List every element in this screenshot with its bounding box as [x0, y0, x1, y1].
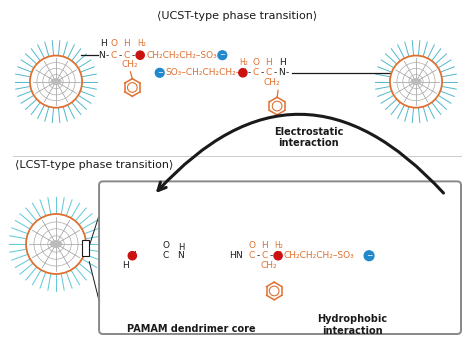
Text: -: - — [131, 51, 135, 60]
Text: N: N — [239, 68, 246, 77]
Text: C: C — [111, 51, 117, 60]
Text: H₂: H₂ — [274, 241, 283, 250]
Circle shape — [364, 251, 374, 261]
Text: −: − — [219, 52, 225, 58]
Circle shape — [32, 57, 81, 106]
Text: -: - — [256, 251, 260, 260]
Text: -: - — [273, 68, 276, 77]
Circle shape — [155, 68, 164, 77]
Text: O: O — [253, 57, 260, 67]
Text: H: H — [123, 261, 129, 270]
Text: H: H — [178, 244, 185, 252]
Text: O: O — [163, 241, 170, 250]
Text: C: C — [262, 251, 268, 260]
Text: −: − — [366, 251, 372, 260]
FancyBboxPatch shape — [99, 181, 461, 334]
Circle shape — [218, 51, 227, 60]
Circle shape — [128, 252, 137, 260]
Text: ⟨LCST-type phase transition⟩: ⟨LCST-type phase transition⟩ — [15, 160, 173, 170]
Text: O: O — [249, 241, 256, 250]
Text: N: N — [274, 251, 281, 260]
Text: H: H — [265, 57, 272, 67]
Text: CH₂: CH₂ — [261, 261, 277, 270]
Text: H₂: H₂ — [137, 39, 146, 48]
Text: C: C — [249, 251, 255, 260]
Text: N: N — [98, 51, 105, 60]
Text: C: C — [163, 251, 169, 260]
Text: H₂: H₂ — [239, 57, 248, 67]
Text: -: - — [269, 251, 273, 260]
Text: CH₂CH₂CH₂–SO₃: CH₂CH₂CH₂–SO₃ — [284, 251, 355, 260]
Circle shape — [27, 215, 84, 272]
Text: C: C — [253, 68, 259, 77]
Text: C: C — [265, 68, 272, 77]
Text: -: - — [261, 68, 264, 77]
Text: CH₂: CH₂ — [121, 61, 138, 69]
Text: H: H — [279, 57, 286, 67]
Text: N: N — [235, 251, 242, 260]
Circle shape — [239, 69, 247, 77]
Ellipse shape — [411, 79, 421, 84]
Text: SO₃–CH₂CH₂CH₂–: SO₃–CH₂CH₂CH₂– — [165, 68, 241, 77]
Text: -: - — [118, 51, 122, 60]
Text: Electrostatic
interaction: Electrostatic interaction — [273, 127, 343, 148]
Text: N: N — [129, 251, 136, 260]
Text: −: − — [157, 70, 163, 76]
Text: Hydrophobic
interaction: Hydrophobic interaction — [318, 314, 388, 336]
Ellipse shape — [51, 79, 61, 84]
Text: ⟨UCST-type phase transition⟩: ⟨UCST-type phase transition⟩ — [157, 11, 317, 21]
FancyBboxPatch shape — [82, 240, 89, 256]
Text: CH₂CH₂CH₂–SO₃: CH₂CH₂CH₂–SO₃ — [146, 51, 217, 60]
Circle shape — [274, 252, 282, 260]
Text: CH₂: CH₂ — [264, 78, 280, 87]
Text: N: N — [177, 251, 184, 260]
Circle shape — [392, 57, 440, 106]
Text: PAMAM dendrimer core: PAMAM dendrimer core — [127, 324, 255, 334]
Text: H: H — [124, 39, 130, 48]
Text: -: - — [286, 68, 289, 77]
Text: H: H — [262, 241, 268, 250]
Text: C: C — [124, 51, 130, 60]
Circle shape — [136, 51, 144, 59]
Text: H: H — [100, 39, 107, 48]
Text: N: N — [136, 51, 143, 60]
Text: -: - — [248, 68, 251, 77]
Text: N: N — [278, 68, 285, 77]
Text: O: O — [111, 39, 118, 48]
Text: H: H — [229, 251, 236, 260]
Ellipse shape — [50, 241, 62, 247]
Text: -: - — [106, 51, 109, 60]
